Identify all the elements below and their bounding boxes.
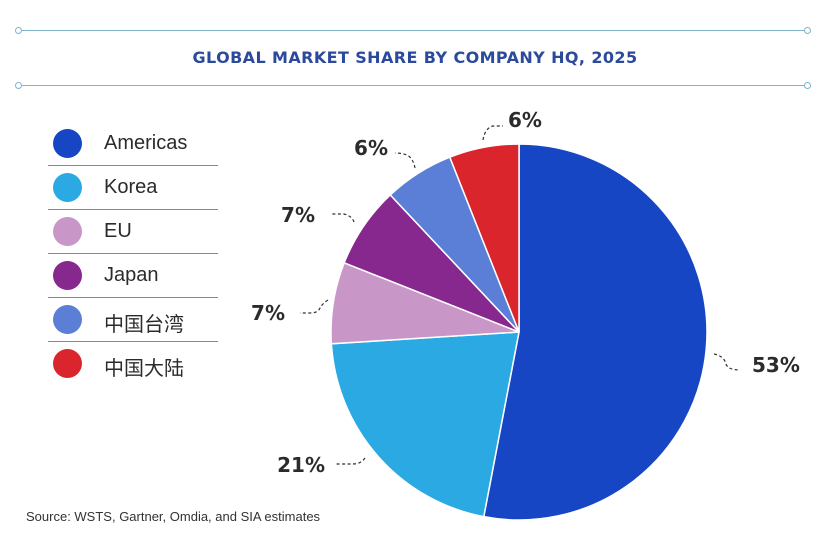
legend-label-eu: EU	[104, 220, 132, 242]
legend-label-korea: Korea	[104, 176, 158, 198]
legend-label-americas: Americas	[104, 132, 188, 154]
legend-swatch-mainland	[53, 349, 82, 378]
legend-item-mainland: 中国大陆	[48, 342, 218, 385]
legend-item-eu: EU	[48, 210, 218, 254]
legend-label-taiwan: 中国台湾	[104, 314, 184, 336]
leader-line-mainland	[482, 125, 503, 141]
data-label-mainland: 6%	[508, 108, 542, 132]
legend-swatch-japan	[53, 261, 82, 290]
chart-title: GLOBAL MARKET SHARE BY COMPANY HQ, 2025	[192, 48, 638, 67]
leader-line-japan	[330, 213, 355, 223]
data-label-korea: 21%	[277, 453, 325, 477]
legend: Americas Korea EU Japan 中国台湾 中国大陆	[48, 122, 218, 385]
pie-slice-mainland	[448, 143, 520, 333]
leader-line-americas	[713, 353, 741, 371]
legend-swatch-taiwan	[53, 305, 82, 334]
legend-item-korea: Korea	[48, 166, 218, 210]
legend-item-americas: Americas	[48, 122, 218, 166]
leader-line-taiwan	[394, 152, 416, 169]
pie-slice-korea	[330, 331, 520, 518]
data-label-taiwan: 6%	[354, 136, 388, 160]
pie-slice-americas	[482, 143, 708, 521]
leader-line-eu	[300, 299, 329, 314]
data-label-americas: 53%	[752, 353, 800, 377]
data-label-eu: 7%	[251, 301, 285, 325]
legend-label-japan: Japan	[104, 264, 159, 286]
legend-swatch-americas	[53, 129, 82, 158]
data-label-japan: 7%	[281, 203, 315, 227]
legend-label-mainland: 中国大陆	[104, 358, 184, 380]
legend-item-japan: Japan	[48, 254, 218, 298]
source-note: Source: WSTS, Gartner, Omdia, and SIA es…	[26, 509, 321, 524]
leader-line-korea	[335, 457, 366, 465]
legend-swatch-korea	[53, 173, 82, 202]
legend-swatch-eu	[53, 217, 82, 246]
legend-item-taiwan: 中国台湾	[48, 298, 218, 342]
top-divider	[15, 27, 811, 34]
title-underline-divider	[15, 82, 811, 89]
